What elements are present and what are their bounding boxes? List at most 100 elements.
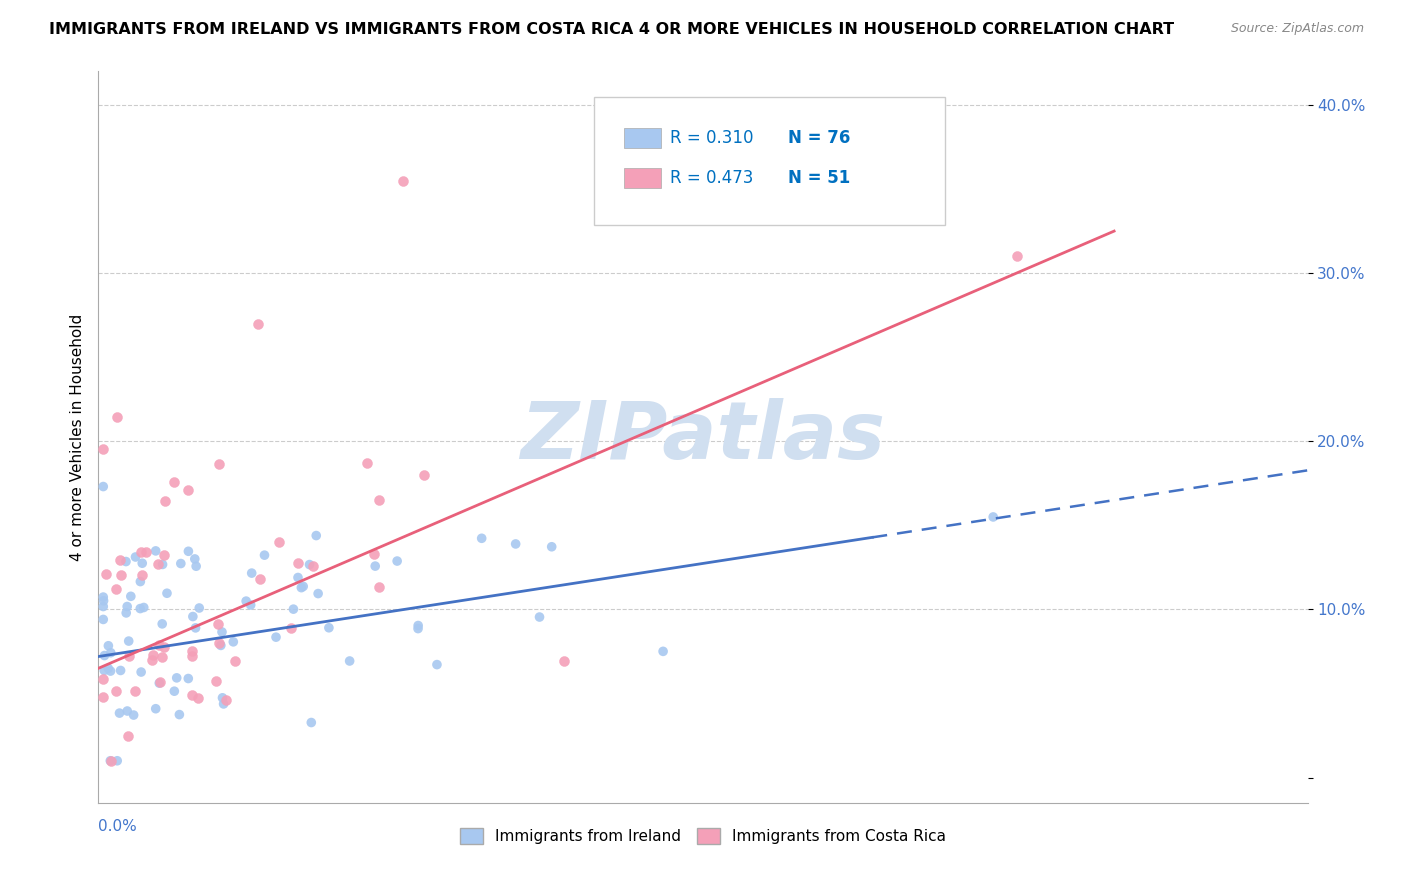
Point [166, 671, 188, 685]
Text: R = 0.310: R = 0.310 [671, 129, 754, 147]
Point [287, 556, 309, 570]
Point [207, 616, 229, 631]
Point [406, 622, 429, 636]
Point [169, 707, 191, 722]
Point [132, 600, 155, 615]
Point [110, 568, 132, 582]
Point [118, 649, 141, 664]
Point [135, 545, 157, 559]
Point [553, 654, 575, 668]
Point [181, 609, 204, 624]
Text: 0.0%: 0.0% [98, 819, 138, 834]
Point [105, 409, 128, 424]
Point [406, 618, 429, 632]
Point [115, 606, 138, 620]
Point [91, 690, 114, 704]
Point [91, 590, 114, 604]
Point [94, 567, 117, 582]
Point [239, 598, 262, 612]
Point [146, 557, 169, 571]
Point [426, 657, 449, 672]
Point [129, 545, 152, 559]
Legend: Immigrants from Ireland, Immigrants from Costa Rica: Immigrants from Ireland, Immigrants from… [454, 822, 952, 850]
Point [363, 547, 385, 561]
Text: R = 0.473: R = 0.473 [671, 169, 754, 187]
Point [129, 574, 152, 589]
Point [100, 754, 122, 768]
Point [307, 586, 329, 600]
Point [91, 479, 114, 493]
Point [93, 593, 115, 607]
Point [209, 639, 232, 653]
Point [212, 697, 235, 711]
Point [105, 754, 128, 768]
Point [97, 639, 120, 653]
Point [253, 548, 276, 562]
Point [129, 601, 152, 615]
Point [392, 174, 415, 188]
Point [115, 555, 138, 569]
Point [153, 548, 176, 562]
Point [290, 581, 312, 595]
Point [105, 582, 128, 597]
Point [124, 549, 146, 564]
Point [211, 624, 233, 639]
Text: N = 76: N = 76 [787, 129, 851, 147]
Point [177, 544, 200, 558]
Point [148, 676, 170, 690]
Point [104, 684, 127, 698]
Point [150, 649, 173, 664]
Point [208, 458, 231, 472]
Point [117, 704, 139, 718]
Point [100, 664, 122, 678]
Point [145, 544, 167, 558]
Point [305, 528, 328, 542]
Point [129, 665, 152, 679]
Point [184, 621, 207, 635]
Point [163, 684, 186, 698]
Point [318, 621, 340, 635]
FancyBboxPatch shape [595, 97, 945, 225]
Point [302, 559, 325, 574]
Point [142, 648, 165, 663]
Point [368, 580, 391, 594]
Point [124, 683, 146, 698]
Point [150, 616, 173, 631]
Point [108, 706, 131, 720]
Point [249, 572, 271, 586]
Point [180, 648, 202, 663]
Point [149, 675, 172, 690]
Point [264, 630, 287, 644]
Point [204, 673, 226, 688]
Point [529, 610, 551, 624]
Point [471, 531, 494, 545]
Point [91, 599, 114, 614]
Point [97, 661, 120, 675]
Point [180, 644, 202, 658]
Point [339, 654, 361, 668]
Point [122, 708, 145, 723]
Point [299, 715, 322, 730]
Point [156, 586, 179, 600]
Point [131, 556, 153, 570]
Point [247, 317, 270, 331]
Point [298, 558, 321, 572]
Point [91, 442, 114, 456]
Point [184, 552, 207, 566]
Point [215, 693, 238, 707]
Text: Source: ZipAtlas.com: Source: ZipAtlas.com [1230, 22, 1364, 36]
Point [211, 690, 233, 705]
Bar [624, 128, 661, 148]
Point [145, 702, 167, 716]
Point [364, 559, 387, 574]
Point [280, 621, 302, 635]
Point [981, 510, 1004, 524]
Point [153, 494, 176, 508]
Point [356, 456, 378, 470]
Point [177, 483, 200, 497]
Point [177, 672, 200, 686]
Point [131, 567, 153, 582]
Point [287, 570, 309, 584]
Point [385, 554, 408, 568]
Text: ZIPatlas: ZIPatlas [520, 398, 886, 476]
